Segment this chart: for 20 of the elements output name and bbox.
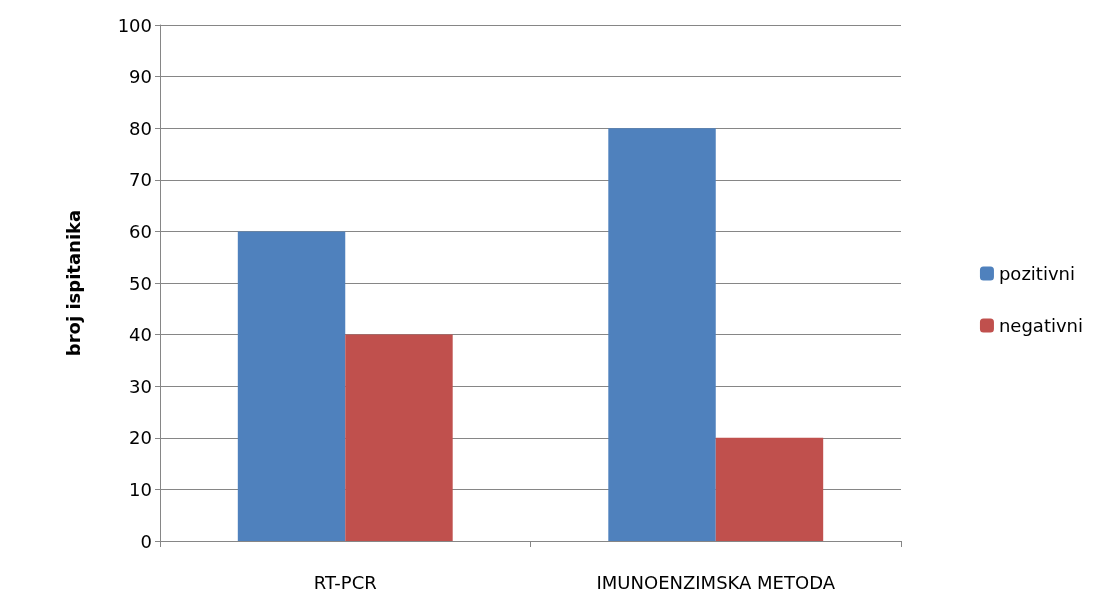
x-tick-label: IMUNOENZIMSKA METODA: [596, 571, 836, 593]
y-tick-label: 90: [129, 66, 152, 88]
bar: [608, 128, 716, 541]
y-axis-title: broj ispitanika: [62, 209, 84, 357]
bar: [715, 437, 824, 541]
bar: [237, 231, 346, 541]
y-tick-label: 0: [140, 530, 152, 552]
y-tick-label: 80: [129, 117, 152, 139]
y-tick-label: 10: [129, 478, 152, 500]
y-tick-label: 70: [129, 169, 152, 191]
y-tick-label: 60: [129, 220, 152, 242]
y-tick-label: 20: [129, 427, 152, 449]
y-tick-label: 40: [129, 324, 152, 346]
bar: [345, 334, 453, 541]
legend-label: negativni: [998, 315, 1083, 336]
y-tick-label: 100: [117, 14, 152, 36]
legend-label: pozitivni: [998, 263, 1075, 284]
y-tick-label: 30: [129, 375, 152, 397]
y-tick-label: 50: [129, 272, 152, 294]
x-tick-label: RT-PCR: [313, 571, 377, 593]
